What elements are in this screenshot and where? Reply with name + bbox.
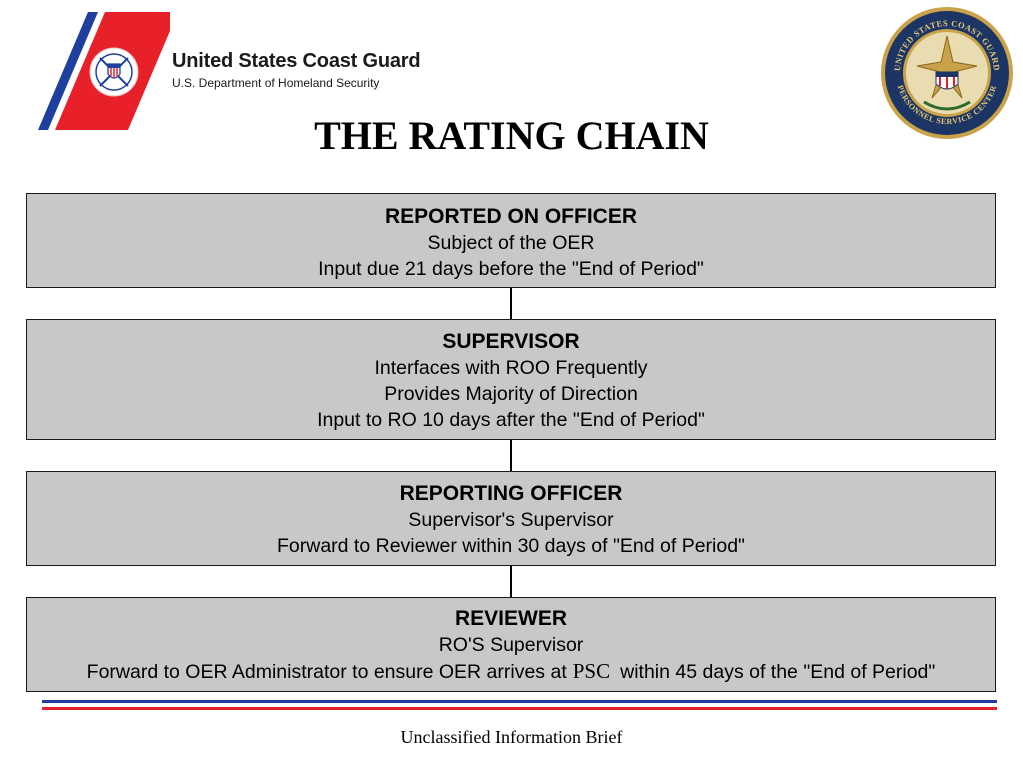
page-title: THE RATING CHAIN [314, 113, 709, 158]
chain-connector [510, 566, 512, 597]
org-department: U.S. Department of Homeland Security [172, 76, 380, 90]
chain-line: Supervisor's Supervisor [408, 509, 614, 531]
footer-rule-blue [42, 700, 997, 703]
chain-box-reviewer: REVIEWER RO'S Supervisor Forward to OER … [26, 597, 996, 692]
chain-line: Input to RO 10 days after the "End of Pe… [317, 409, 705, 431]
chain-heading: SUPERVISOR [442, 330, 580, 353]
chain-line: Forward to OER Administrator to ensure O… [27, 658, 995, 685]
chain-line: Forward to Reviewer within 30 days of "E… [277, 535, 745, 557]
personnel-service-center-seal-icon: UNITED STATES COAST GUARD PERSONNEL SERV… [881, 7, 1013, 139]
chain-line: Subject of the OER [427, 232, 595, 254]
chain-line-text: Forward to OER Administrator to ensure O… [86, 661, 567, 683]
chain-connector [510, 288, 512, 319]
chain-connector [510, 440, 512, 471]
chain-box-reported-on-officer: REPORTED ON OFFICER Subject of the OER I… [26, 193, 996, 288]
chain-heading: REVIEWER [454, 607, 567, 630]
chain-box-supervisor: SUPERVISOR Interfaces with ROO Frequentl… [26, 319, 996, 440]
footer-classification: Unclassified Information Brief [400, 727, 623, 747]
coast-guard-stripe-graphic [38, 12, 170, 130]
psc-label: PSC [572, 659, 611, 683]
footer-rule-red [42, 707, 997, 710]
chain-heading: REPORTED ON OFFICER [384, 205, 637, 228]
coast-guard-emblem-icon [89, 47, 139, 97]
chain-line: Input due 21 days before the "End of Per… [318, 258, 704, 280]
chain-line: Interfaces with ROO Frequently [374, 357, 648, 379]
chain-box-reporting-officer: REPORTING OFFICER Supervisor's Superviso… [26, 471, 996, 566]
uscg-logo-block: United States Coast Guard U.S. Departmen… [0, 0, 470, 140]
chain-line: Provides Majority of Direction [384, 383, 638, 405]
chain-line: RO'S Supervisor [438, 634, 584, 656]
chain-line-text: within 45 days of the "End of Period" [620, 661, 936, 683]
org-name: United States Coast Guard [172, 50, 421, 72]
chain-heading: REPORTING OFFICER [399, 482, 623, 505]
